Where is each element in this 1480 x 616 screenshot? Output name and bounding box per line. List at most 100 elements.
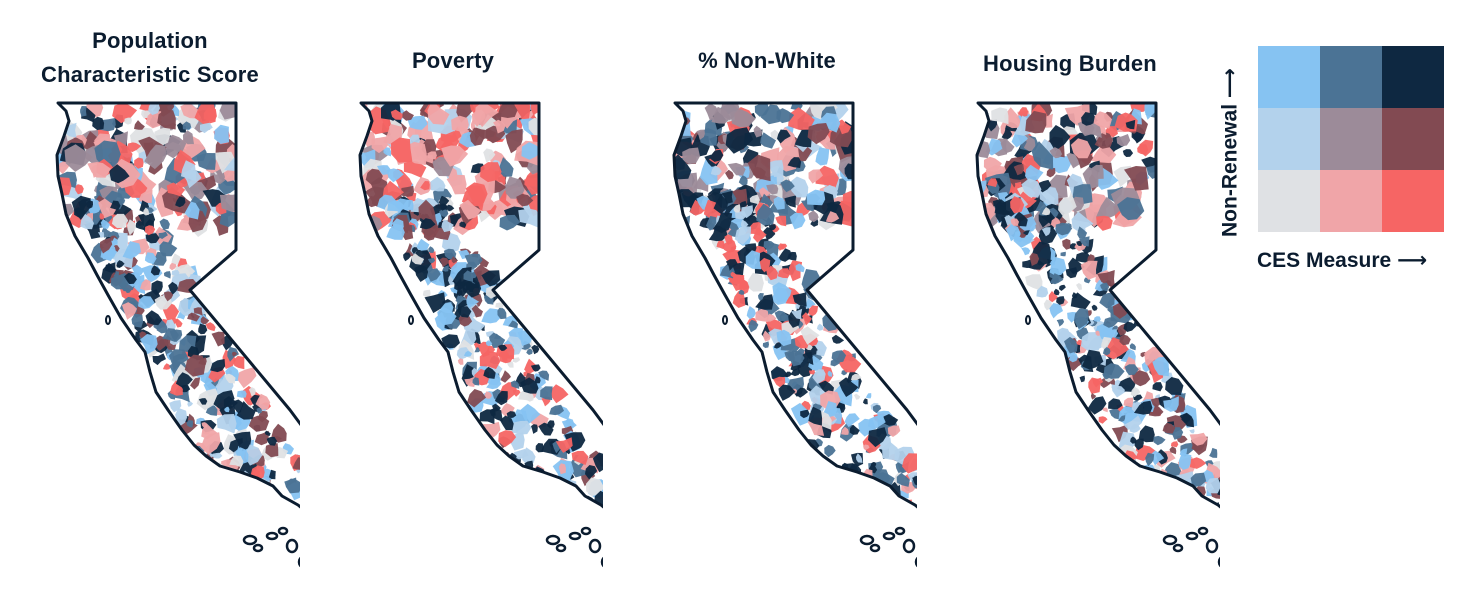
tract-patch [875,486,884,497]
tract-patch [808,369,815,375]
tract-patch [164,318,176,332]
tract-patch [1025,274,1043,292]
tract-patch [164,134,187,153]
tract-patch [248,387,256,397]
tract-patch [867,511,883,524]
tract-patch [1138,502,1153,517]
tract-patch [253,483,260,492]
tract-patch [845,499,862,517]
tract-patch [834,469,846,480]
tract-patch [826,485,844,500]
tract-patch [841,426,849,435]
tract-patch [282,554,289,563]
tract-patch [124,117,132,125]
panel-title: Population Characteristic Score [0,24,300,92]
tract-patch [140,279,151,291]
tract-patch [516,193,534,207]
tract-patch [1119,334,1131,346]
tract-patch [863,398,868,405]
tract-patch [848,516,858,525]
legend-grid [1258,46,1444,232]
island-outline [914,556,917,568]
tract-patch [758,187,771,199]
tract-patch [766,313,777,322]
tract-patch [198,323,208,335]
tract-patch [477,210,490,223]
island-outline [600,556,603,568]
tract-patch [1171,508,1189,527]
tract-patch [847,476,866,500]
tract-patch [64,144,93,172]
tract-patch [1187,546,1193,554]
tract-patch [365,186,384,205]
tract-patch [1025,164,1044,183]
tract-patch [561,419,577,433]
tract-patch [1133,485,1154,502]
tract-patch [1138,425,1155,443]
tract-patch [159,241,178,257]
tract-patch [808,406,822,426]
tract-patch [1153,435,1166,446]
tract-patch [732,290,746,308]
tract-patch [786,350,805,367]
tract-patch [792,292,807,307]
tract-patch [870,462,877,467]
tract-patch [915,514,917,533]
tract-patch [497,103,518,118]
tract-patch [689,199,707,216]
tract-patch [144,252,157,265]
tract-patch [858,483,873,497]
tract-patch [1096,196,1121,219]
tract-patch [812,369,826,384]
tract-patch [438,195,450,206]
tract-patch [190,377,201,390]
island-outline [902,538,916,554]
tract-patch [474,103,499,128]
tract-patch [863,444,870,451]
tract-patch [177,311,186,320]
tract-patch [1154,500,1168,513]
tract-patch [838,377,859,397]
tract-patch [536,477,544,484]
tract-patch [511,420,532,435]
tract-patch [266,436,278,446]
tract-patch [568,563,574,569]
tract-patch [587,519,597,529]
tract-patch [1190,457,1207,469]
tract-patch [1209,447,1218,458]
tract-patch [112,103,138,124]
tract-patch [538,422,554,436]
tract-patch [419,218,436,230]
arrow-up-icon: ⟶ [1218,68,1242,99]
tract-patch [1006,224,1021,242]
tract-patch [870,506,890,521]
tract-patch [825,211,840,223]
tract-patch [776,329,792,347]
tract-patch [494,390,508,406]
tract-patch [216,414,237,434]
tract-patch [1079,236,1090,247]
tract-patch [1013,163,1024,176]
tract-patch [461,214,479,231]
tract-patch [763,330,772,342]
tract-patch [790,308,803,320]
tract-patch [1172,496,1187,509]
tract-patch [296,518,300,538]
tract-patch [253,528,259,536]
tract-patch [775,215,787,227]
tract-patch [1196,501,1207,512]
tract-patch [1145,452,1155,467]
tract-patch [1099,292,1115,309]
tract-patch [859,511,868,520]
tract-patch [1157,495,1164,500]
tract-patch [1123,397,1134,408]
tract-patch [1036,285,1049,298]
tract-patch [706,216,717,231]
tract-patch [985,138,1004,156]
legend-cell [1382,108,1444,170]
tract-patch [187,312,200,322]
map-panel-housing-burden: Housing Burden [920,0,1220,616]
tract-patch [166,182,186,197]
tract-patch [855,453,863,463]
tract-patch [912,475,917,488]
